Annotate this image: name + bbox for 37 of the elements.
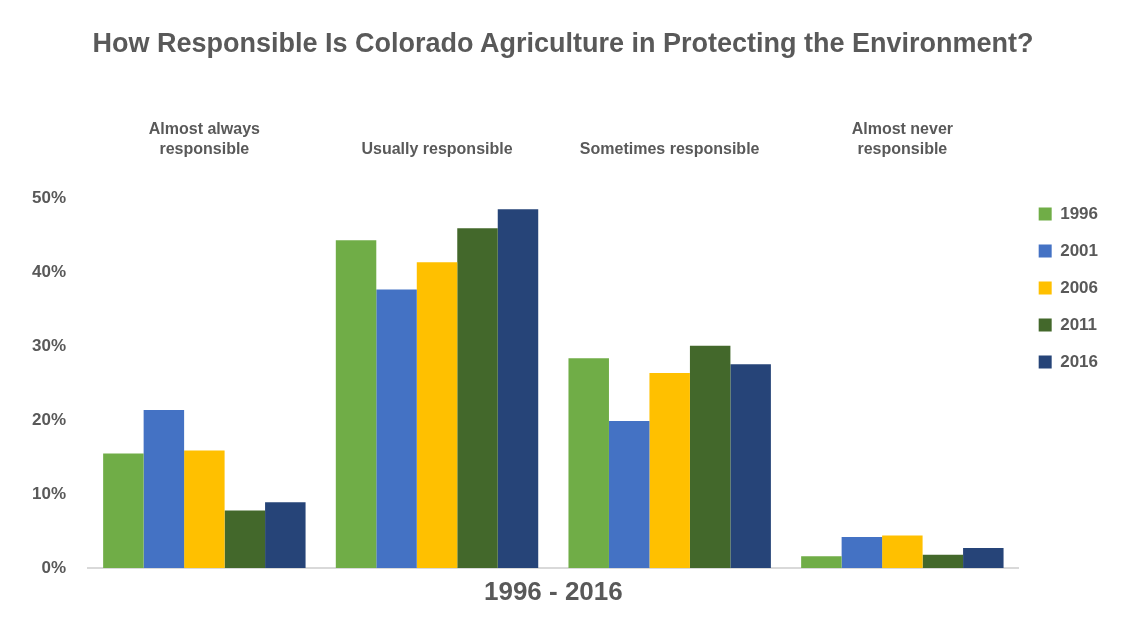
bar bbox=[184, 450, 225, 568]
x-tick-label: Almost never responsible bbox=[851, 120, 954, 157]
bar bbox=[143, 409, 185, 568]
legend-label: 2011 bbox=[1060, 314, 1098, 334]
bar bbox=[608, 421, 650, 568]
y-tick-label: 50% bbox=[31, 188, 67, 208]
legend-label: 2016 bbox=[1060, 351, 1099, 371]
bar bbox=[689, 345, 731, 568]
bar bbox=[497, 209, 539, 568]
y-tick-label: 20% bbox=[31, 410, 67, 430]
bar bbox=[224, 510, 266, 568]
x-axis-title: 1996 - 2016 bbox=[483, 576, 623, 607]
legend-label: 1996 bbox=[1060, 203, 1099, 223]
bar bbox=[882, 535, 923, 568]
legend-label: 2006 bbox=[1060, 277, 1099, 297]
bar bbox=[730, 364, 771, 568]
y-tick-label: 40% bbox=[31, 262, 67, 282]
bar bbox=[376, 289, 417, 568]
bar bbox=[922, 554, 964, 568]
x-tick-label: Almost always responsible bbox=[148, 120, 261, 157]
legend-label: 2001 bbox=[1060, 240, 1099, 260]
bar bbox=[963, 548, 1004, 568]
bar bbox=[841, 536, 883, 568]
x-tick-label: Sometimes responsible bbox=[579, 139, 760, 157]
bar bbox=[568, 358, 609, 568]
bar bbox=[416, 262, 458, 568]
bar bbox=[457, 228, 498, 568]
bar bbox=[649, 373, 690, 568]
y-tick-label: 30% bbox=[31, 336, 67, 356]
bar bbox=[103, 453, 144, 568]
x-tick-label: Usually responsible bbox=[361, 139, 513, 157]
chart-title: How Responsible Is Colorado Agriculture in Protecting the Environment? bbox=[92, 27, 1034, 58]
bar bbox=[265, 502, 306, 568]
bar bbox=[801, 556, 842, 568]
bar bbox=[335, 240, 377, 568]
y-tick-label: 10% bbox=[31, 483, 67, 503]
y-tick-label: 0% bbox=[41, 557, 67, 577]
